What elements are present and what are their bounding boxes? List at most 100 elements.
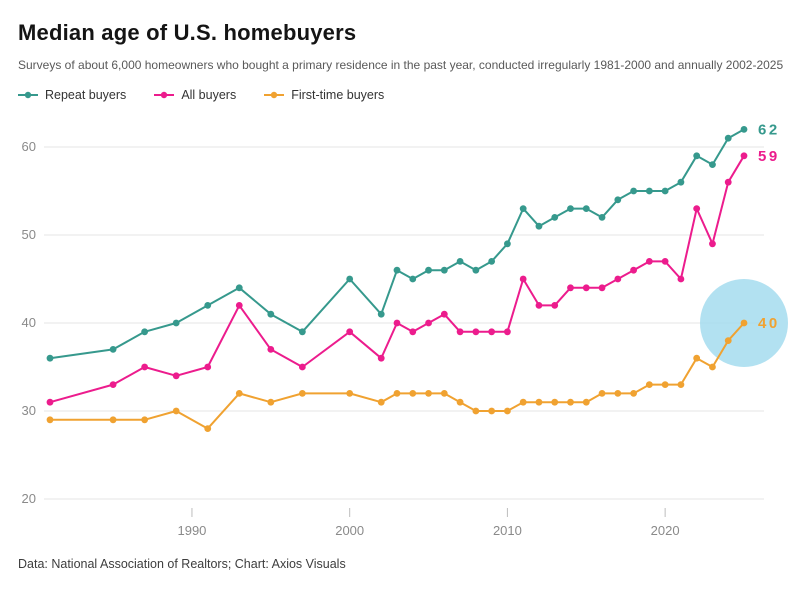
point-all-buyers [235, 302, 243, 309]
point-first-time-buyers [409, 390, 417, 397]
page-title: Median age of U.S. homebuyers [18, 20, 357, 45]
legend-item-all-buyers: All buyers [154, 88, 236, 102]
point-first-time-buyers [535, 398, 543, 406]
x-tick-label: 2010 [493, 523, 522, 538]
chart-svg: 20 30 40 50 60 1990 2000 2010 2020 62 59 40 [22, 121, 788, 538]
x-tick-label: 2000 [335, 523, 364, 538]
point-repeat-buyers [504, 240, 511, 248]
point-repeat-buyers [235, 284, 243, 292]
line-first-time-buyers [49, 322, 745, 430]
end-label-repeat-buyers: 62 [758, 121, 780, 138]
point-first-time-buyers [440, 390, 448, 397]
point-repeat-buyers [46, 354, 54, 362]
point-first-time-buyers [109, 416, 117, 424]
point-first-time-buyers [298, 390, 306, 397]
point-first-time-buyers [567, 398, 574, 406]
point-repeat-buyers [724, 134, 732, 142]
point-all-buyers [504, 328, 511, 336]
chart-subtitle: Surveys of about 6,000 homeowners who bo… [18, 58, 784, 72]
point-repeat-buyers [141, 328, 149, 336]
legend-marker-icon [154, 91, 175, 99]
point-repeat-buyers [598, 214, 606, 221]
point-first-time-buyers [740, 319, 748, 327]
point-first-time-buyers [346, 390, 354, 397]
end-label-first-time-buyers: 40 [758, 315, 780, 332]
point-first-time-buyers [393, 390, 401, 397]
point-first-time-buyers [141, 416, 149, 424]
point-first-time-buyers [456, 398, 464, 406]
point-all-buyers [630, 266, 637, 274]
point-first-time-buyers [504, 407, 511, 415]
line-all-buyers [49, 154, 745, 404]
point-first-time-buyers [582, 398, 590, 406]
point-first-time-buyers [614, 390, 622, 397]
point-first-time-buyers [630, 390, 637, 397]
point-first-time-buyers [519, 398, 527, 406]
point-all-buyers [393, 319, 401, 327]
point-repeat-buyers [109, 346, 117, 353]
point-repeat-buyers [630, 187, 637, 195]
point-all-buyers [298, 363, 306, 371]
point-first-time-buyers [677, 381, 685, 388]
point-all-buyers [346, 328, 354, 336]
point-first-time-buyers [598, 390, 606, 397]
point-first-time-buyers [46, 416, 54, 424]
point-all-buyers [551, 302, 559, 309]
point-repeat-buyers [204, 302, 212, 309]
point-repeat-buyers [172, 319, 180, 327]
legend-item-first-time-buyers: First-time buyers [264, 88, 384, 102]
point-repeat-buyers [677, 178, 685, 186]
point-first-time-buyers [661, 381, 669, 388]
point-first-time-buyers [267, 398, 275, 406]
point-repeat-buyers [440, 266, 448, 274]
y-tick-label: 50 [22, 227, 36, 242]
legend-label: All buyers [181, 88, 237, 102]
point-repeat-buyers [661, 187, 669, 195]
legend-label: Repeat buyers [45, 88, 127, 102]
point-first-time-buyers [709, 363, 716, 371]
point-first-time-buyers [172, 407, 180, 415]
y-tick-label: 20 [22, 491, 36, 506]
point-all-buyers [141, 363, 149, 371]
point-first-time-buyers [551, 398, 559, 406]
point-all-buyers [377, 354, 385, 362]
point-first-time-buyers [235, 390, 243, 397]
point-all-buyers [693, 205, 701, 212]
point-repeat-buyers [535, 222, 543, 230]
point-all-buyers [614, 275, 622, 283]
point-repeat-buyers [645, 187, 653, 195]
point-all-buyers [440, 310, 448, 318]
legend-marker-icon [18, 91, 38, 99]
point-repeat-buyers [582, 205, 590, 212]
point-repeat-buyers [488, 258, 496, 265]
point-all-buyers [456, 328, 464, 336]
point-first-time-buyers [204, 425, 212, 432]
point-all-buyers [109, 381, 117, 388]
x-tick-label: 1990 [177, 523, 206, 538]
point-repeat-buyers [267, 310, 275, 318]
point-first-time-buyers [645, 381, 653, 388]
point-all-buyers [172, 372, 180, 380]
point-repeat-buyers [472, 266, 480, 274]
point-repeat-buyers [456, 258, 464, 265]
point-repeat-buyers [425, 266, 432, 274]
point-repeat-buyers [346, 275, 354, 283]
point-all-buyers [645, 258, 653, 265]
point-repeat-buyers [298, 328, 306, 336]
chart-card: Median age of U.S. homebuyers Surveys of… [18, 20, 788, 571]
point-all-buyers [535, 302, 543, 309]
point-repeat-buyers [567, 205, 574, 212]
point-repeat-buyers [377, 310, 385, 318]
point-all-buyers [46, 398, 54, 406]
point-first-time-buyers [724, 337, 732, 344]
y-tick-label: 30 [22, 403, 36, 418]
point-all-buyers [724, 178, 732, 186]
point-all-buyers [488, 328, 496, 336]
point-repeat-buyers [409, 275, 417, 283]
legend-item-repeat-buyers: Repeat buyers [18, 88, 126, 102]
point-all-buyers [709, 240, 716, 248]
y-tick-label: 60 [22, 139, 36, 154]
point-all-buyers [582, 284, 590, 292]
point-first-time-buyers [693, 354, 701, 362]
legend-label: First-time buyers [291, 88, 385, 102]
